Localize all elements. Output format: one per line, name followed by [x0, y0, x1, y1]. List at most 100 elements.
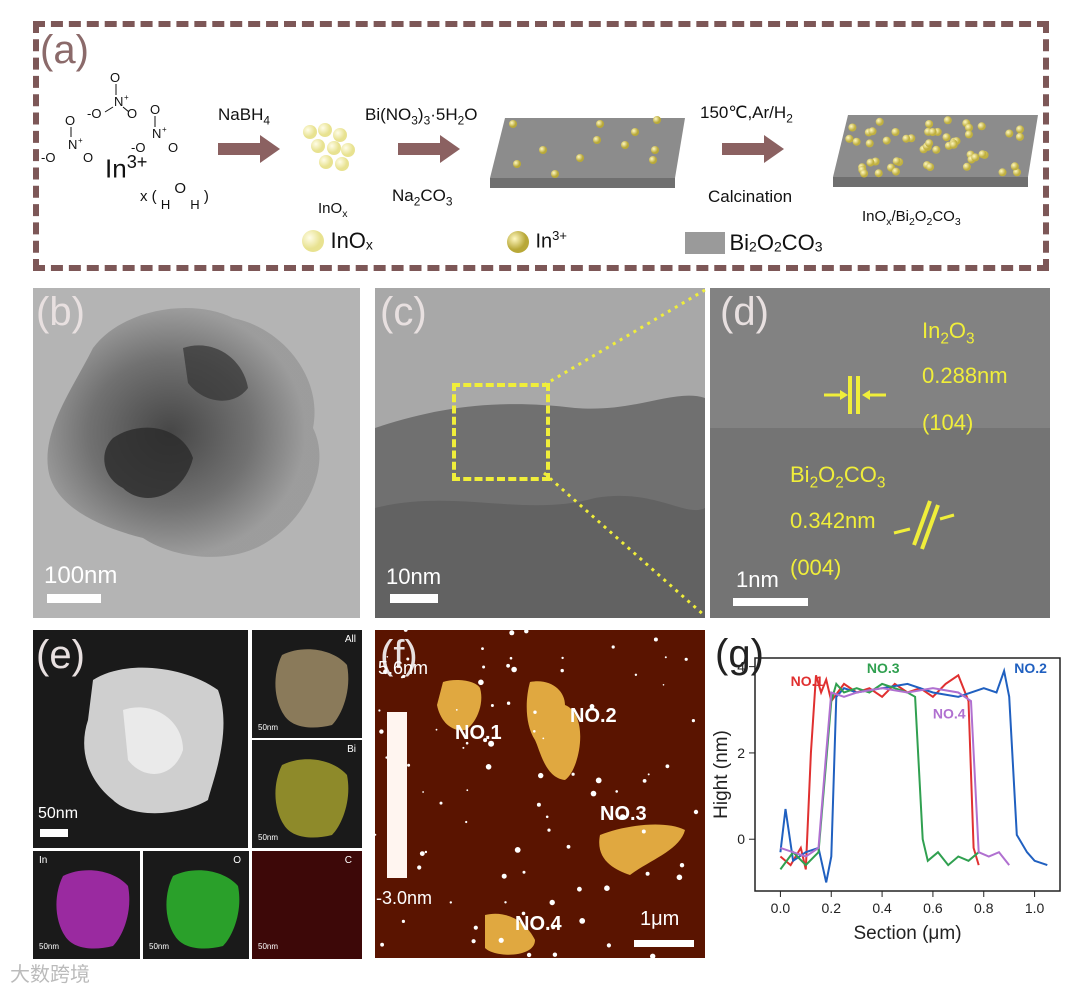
afm-particle — [449, 901, 452, 904]
afm-particle — [533, 710, 537, 714]
zoom-lines — [543, 288, 706, 618]
afm-particle — [533, 730, 536, 733]
step2-extra: Na2CO3 — [392, 186, 453, 209]
series-label: NO.2 — [1014, 660, 1047, 676]
afm-particle — [620, 814, 626, 820]
step2-reagent: Bi(NO3)3·5H2O — [365, 105, 478, 128]
panel-label-a: (a) — [40, 28, 89, 72]
afm-particle — [693, 809, 699, 815]
scheme-panel — [33, 21, 1049, 271]
afm-particle — [379, 729, 384, 734]
y-tick-label: 4 — [737, 659, 745, 675]
flake-label-3: NO.3 — [600, 803, 647, 825]
particle-sphere — [971, 153, 980, 162]
eds-scale-in: 50nm — [39, 942, 60, 951]
svg-text:+: + — [124, 93, 129, 102]
svg-text:N: N — [114, 94, 123, 109]
particle-sphere — [860, 169, 869, 178]
afm-particle — [542, 737, 545, 740]
afm-particle — [406, 657, 410, 661]
afm-particle — [478, 679, 484, 686]
svg-text:O: O — [65, 113, 75, 128]
x-axis-label: Section (μm) — [853, 923, 961, 944]
afm-particle — [482, 665, 486, 669]
lattice-marker-2 — [893, 500, 955, 550]
particle-sphere — [942, 133, 951, 142]
scale-bar-b — [47, 594, 101, 603]
afm-particle — [407, 763, 411, 767]
afm-particle — [485, 764, 492, 770]
afm-particle — [511, 666, 517, 673]
afm-particle — [509, 630, 515, 636]
afm-particle — [589, 704, 595, 709]
particle-sphere — [925, 120, 934, 128]
particle-sphere — [962, 162, 971, 171]
afm-particle — [577, 886, 582, 892]
eds-in-shape — [56, 870, 130, 949]
afm-particle — [524, 630, 529, 634]
plot-frame — [754, 657, 1061, 892]
tem-particle — [47, 308, 320, 557]
afm-particle — [604, 885, 610, 891]
afm-particle — [473, 925, 478, 930]
svg-text:O: O — [110, 70, 120, 85]
afm-particle — [549, 899, 555, 906]
afm-particle — [615, 790, 618, 793]
eds-label-o: O — [233, 855, 241, 866]
svg-text:O: O — [127, 106, 137, 121]
afm-color-scale-bar — [387, 712, 407, 878]
afm-particle — [400, 676, 404, 679]
eds-map-o: O 50nm — [143, 851, 249, 959]
svg-text:N: N — [68, 137, 77, 152]
scale-label-c: 10nm — [386, 564, 442, 589]
particle-sphere — [892, 167, 900, 176]
afm-particle — [665, 764, 670, 769]
afm-particle — [538, 772, 544, 779]
afm-particle — [471, 939, 476, 944]
afm-particle — [383, 669, 388, 675]
eds-label-all: All — [344, 634, 356, 645]
arrow-step2 — [398, 135, 460, 163]
eds-scale-c: 50nm — [258, 942, 279, 951]
particle-sphere — [926, 163, 935, 171]
afm-particle — [380, 942, 384, 947]
afm-particle — [435, 728, 438, 731]
particle-sphere — [998, 168, 1007, 177]
height-profile-chart: 0.0 0.2 0.4 0.6 0.8 1.0 0 2 4 Section (μm) Hight (… — [711, 657, 1061, 944]
scale-bar-d — [733, 598, 808, 606]
afm-particle — [417, 865, 422, 870]
panel-label-c: (c) — [380, 290, 427, 334]
particle-sphere — [925, 139, 934, 148]
scale-bar-f — [634, 940, 694, 947]
series-label: NO.4 — [933, 705, 966, 721]
eds-all-shape — [275, 649, 349, 728]
afm-particle — [662, 684, 665, 686]
eds-map-bi: Bi 50nm — [252, 740, 362, 848]
svg-text:-O: -O — [87, 106, 101, 121]
particle-sphere — [865, 139, 874, 148]
afm-particle — [466, 789, 469, 792]
afm-particle — [422, 791, 424, 793]
afm-particle — [526, 952, 532, 958]
afm-particle — [501, 873, 507, 879]
afm-particle — [488, 740, 495, 747]
afm-particle — [561, 656, 564, 660]
afm-particle — [679, 863, 685, 868]
x-tick-label: 0.0 — [771, 900, 791, 916]
particle-sphere — [848, 123, 857, 132]
particle-sphere — [874, 169, 883, 178]
afm-particle — [684, 657, 688, 661]
y-axis-label: Hight (nm) — [711, 730, 732, 819]
afm-particle — [634, 673, 638, 676]
panel-label-f: (f) — [380, 633, 418, 677]
afm-particle — [653, 637, 658, 642]
particle-sphere — [866, 158, 875, 167]
haadf-image-e — [33, 630, 248, 848]
particle-sphere — [949, 140, 958, 149]
particle-sphere — [943, 116, 952, 125]
svg-text:O: O — [150, 102, 160, 117]
y-tick-label: 2 — [737, 745, 745, 761]
svg-text:+: + — [78, 136, 83, 145]
legend-inox: InOx — [300, 228, 373, 254]
x-tick-label: 0.8 — [974, 900, 994, 916]
